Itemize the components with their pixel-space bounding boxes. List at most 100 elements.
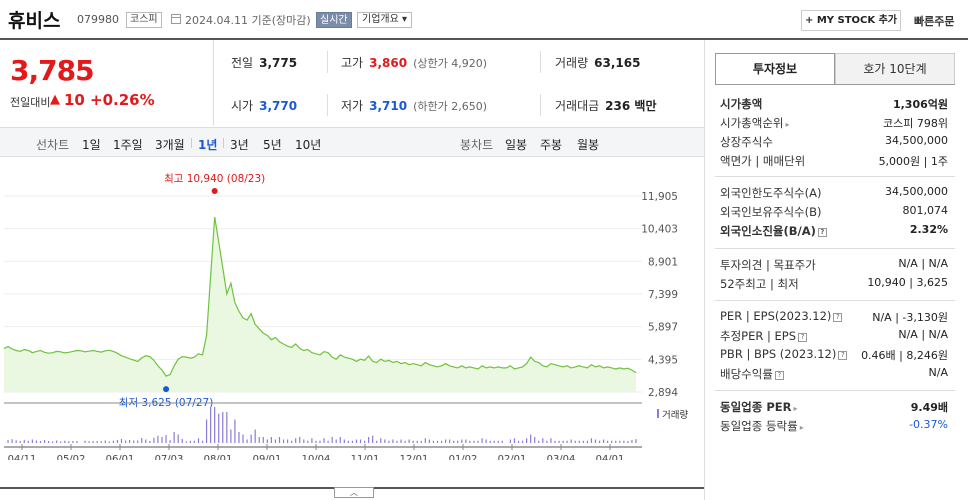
quick-order-button[interactable]: 빠른주문: [914, 15, 955, 28]
market-badge: 코스피: [126, 12, 162, 28]
volume-bar: [64, 440, 66, 443]
volume-bar: [428, 439, 430, 443]
volume-bar: [615, 440, 617, 443]
volume-bar: [96, 441, 98, 443]
invest-info-panel: 투자정보 호가 10단계 시가총액 1,306억원 시가총액순위 ▸ 코스피 798위 상…: [704, 40, 968, 500]
volume-bar: [461, 439, 463, 443]
y-axis-labels: 11,905 10,403 8,901 7,399 5,897 4,395 2,894: [641, 191, 678, 399]
volume-bar: [602, 439, 605, 443]
period-5y[interactable]: 5년: [263, 138, 282, 152]
period-10y[interactable]: 10년: [295, 138, 322, 152]
tab-orderbook[interactable]: 호가 10단계: [835, 53, 955, 85]
period-3m[interactable]: 3개월: [155, 138, 185, 152]
divider: [540, 94, 541, 116]
help-icon[interactable]: ?: [798, 333, 808, 342]
volume-bar: [558, 440, 560, 443]
volume-bar: [169, 440, 171, 443]
invest-info-row[interactable]: 배당수익률? N/A: [720, 366, 948, 381]
volume-bar: [112, 440, 114, 443]
candle-daily[interactable]: 일봉: [505, 138, 528, 152]
diff-value: 10: [64, 91, 85, 109]
invest-info-row: 외국인보유주식수(B) 801,074: [720, 204, 948, 219]
volume-bar: [177, 434, 179, 443]
volume-bar: [469, 440, 471, 443]
invest-info-row: 시가총액 1,306억원: [720, 97, 948, 111]
period-1d[interactable]: 1일: [82, 138, 101, 152]
volume-bar: [60, 441, 62, 443]
add-mystock-label: MY STOCK 추가: [816, 15, 898, 26]
help-icon[interactable]: ?: [833, 313, 843, 322]
realtime-button[interactable]: 실시간: [316, 12, 352, 28]
period-3y[interactable]: 3년: [230, 138, 249, 152]
collapse-chevron-icon[interactable]: ︿: [334, 487, 374, 498]
calendar-icon: [171, 14, 181, 24]
volume-bar: [282, 439, 285, 443]
x-tick-label: 12/01: [400, 454, 429, 460]
volume-bar: [76, 441, 78, 443]
invest-info-row[interactable]: PBR | BPS (2023.12)? 0.46배 | 8,246원: [720, 347, 948, 362]
volume-bar: [526, 438, 528, 443]
chevron-right-icon[interactable]: ▸: [799, 423, 804, 432]
volume-bars: [7, 407, 637, 443]
invest-info-row[interactable]: 추정PER | EPS? N/A | N/A: [720, 328, 948, 343]
volume-bar: [359, 439, 362, 443]
volume-bar: [291, 440, 293, 443]
volume-bar: [84, 440, 86, 443]
high-price: 고가 3,860 (상한가 4,920): [341, 56, 487, 70]
volume-bar: [554, 440, 556, 443]
volume-bar: [104, 440, 106, 443]
price-chart[interactable]: 11,905 10,403 8,901 7,399 5,897 4,395 2,894 최고…: [0, 160, 704, 460]
x-tick-label: 09/01: [253, 454, 282, 460]
invest-info-row[interactable]: 동일업종 등락률 ▸ -0.37%: [720, 418, 948, 433]
volume-bar: [165, 435, 167, 443]
volume: 거래량 63,165: [555, 56, 641, 70]
volume-bar: [449, 439, 451, 443]
x-tick-label: 07/03: [155, 454, 184, 460]
volume-bar: [11, 439, 13, 443]
candle-weekly[interactable]: 주봉: [540, 138, 563, 152]
volume-bar: [594, 439, 597, 443]
help-icon[interactable]: ?: [774, 371, 784, 380]
base-date: 2024.04.11 기준(장마감): [185, 14, 311, 27]
volume-bar: [542, 438, 544, 443]
volume-bar: [424, 438, 426, 443]
invest-info-row[interactable]: PER | EPS(2023.12)? N/A | -3,130원: [720, 309, 948, 324]
volume-bar: [128, 440, 131, 443]
volume-bar: [242, 434, 244, 443]
volume-bar: [133, 440, 135, 443]
volume-bar: [408, 439, 410, 443]
plus-icon: +: [804, 15, 817, 26]
invest-info-row[interactable]: 외국인소진율(B/A)? 2.32%: [720, 223, 948, 238]
tab-invest-info[interactable]: 투자정보: [715, 53, 835, 85]
volume-bar: [137, 440, 139, 443]
volume-bar: [570, 439, 572, 443]
help-icon[interactable]: ?: [838, 351, 848, 360]
volume-bar: [214, 407, 216, 443]
x-tick-label: 04/11: [8, 454, 37, 460]
add-mystock-button[interactable]: + MY STOCK 추가: [801, 10, 901, 31]
volume-bar: [598, 440, 601, 443]
candle-monthly[interactable]: 월봉: [577, 138, 600, 152]
volume-bar: [631, 439, 633, 443]
volume-bar: [299, 437, 301, 443]
volume-bar: [493, 440, 495, 443]
company-info-dropdown[interactable]: 기업개요 ▾: [357, 12, 412, 28]
divider: [327, 51, 328, 73]
volume-bar: [68, 441, 70, 443]
chevron-right-icon[interactable]: ▸: [785, 120, 790, 129]
chevron-right-icon[interactable]: ▸: [793, 404, 798, 413]
volume-bar: [380, 438, 382, 443]
volume-bar: [372, 435, 374, 443]
period-1y[interactable]: 1년: [198, 138, 218, 152]
volume-bar: [197, 438, 200, 443]
invest-info-row: 52주최고 | 최저 10,940 | 3,625: [720, 276, 948, 291]
volume-bar: [153, 437, 155, 443]
help-icon[interactable]: ?: [817, 228, 827, 237]
volume-bar: [521, 440, 524, 443]
volume-bar: [436, 440, 439, 443]
volume-bar: [477, 440, 479, 443]
y-tick-label: 2,894: [648, 387, 678, 399]
period-1w[interactable]: 1주일: [113, 138, 143, 152]
invest-info-row[interactable]: 동일업종 PER ▸ 9.49배: [720, 400, 948, 414]
invest-info-row[interactable]: 시가총액순위 ▸ 코스피 798위: [720, 116, 948, 130]
